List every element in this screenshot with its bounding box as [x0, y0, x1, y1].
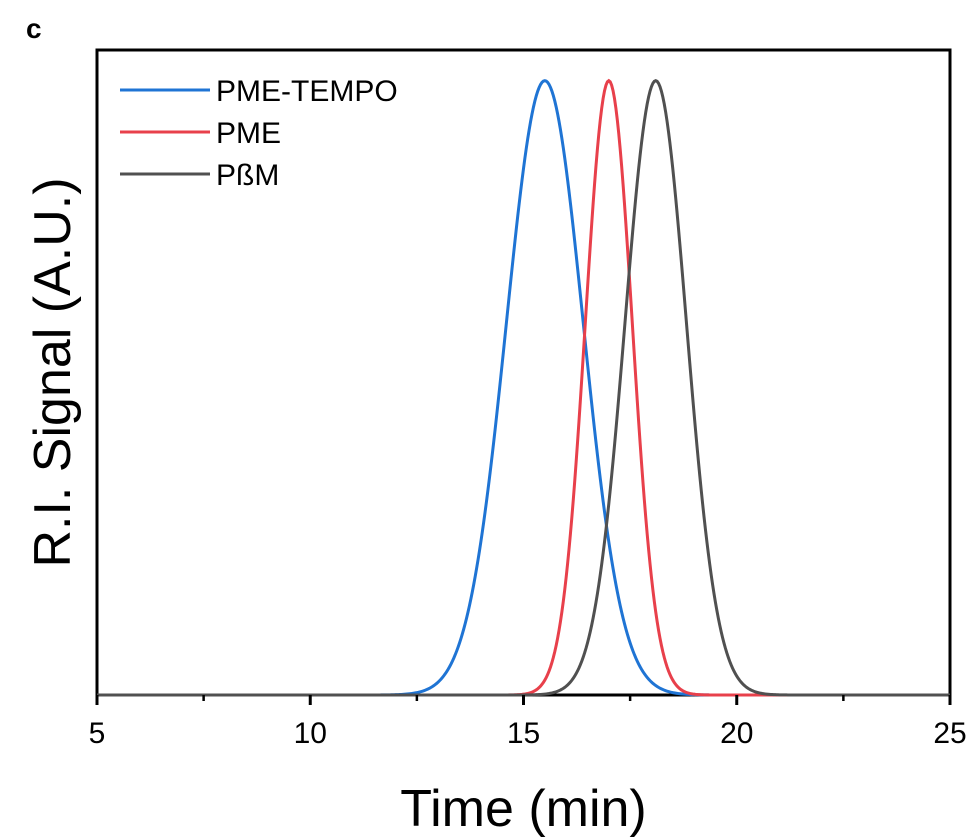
legend-label-1: PME	[216, 117, 281, 150]
x-tick-label: 20	[720, 717, 753, 750]
x-tick-label: 10	[294, 717, 327, 750]
x-tick-label: 25	[933, 717, 966, 750]
legend-label-0: PME-TEMPO	[216, 75, 398, 108]
x-tick-label: 5	[89, 717, 106, 750]
series-curves	[97, 78, 950, 697]
legend: PME-TEMPO PME PßM	[120, 75, 398, 192]
x-axis-ticks: 5 10 15 20 25	[89, 695, 967, 750]
y-axis-title: R.I. Signal (A.U.)	[24, 177, 82, 567]
legend-label-2: PßM	[216, 159, 279, 192]
x-axis-title: Time (min)	[400, 780, 647, 838]
panel-label: c	[26, 13, 42, 44]
x-tick-label: 15	[507, 717, 540, 750]
series-line-2	[97, 79, 950, 697]
